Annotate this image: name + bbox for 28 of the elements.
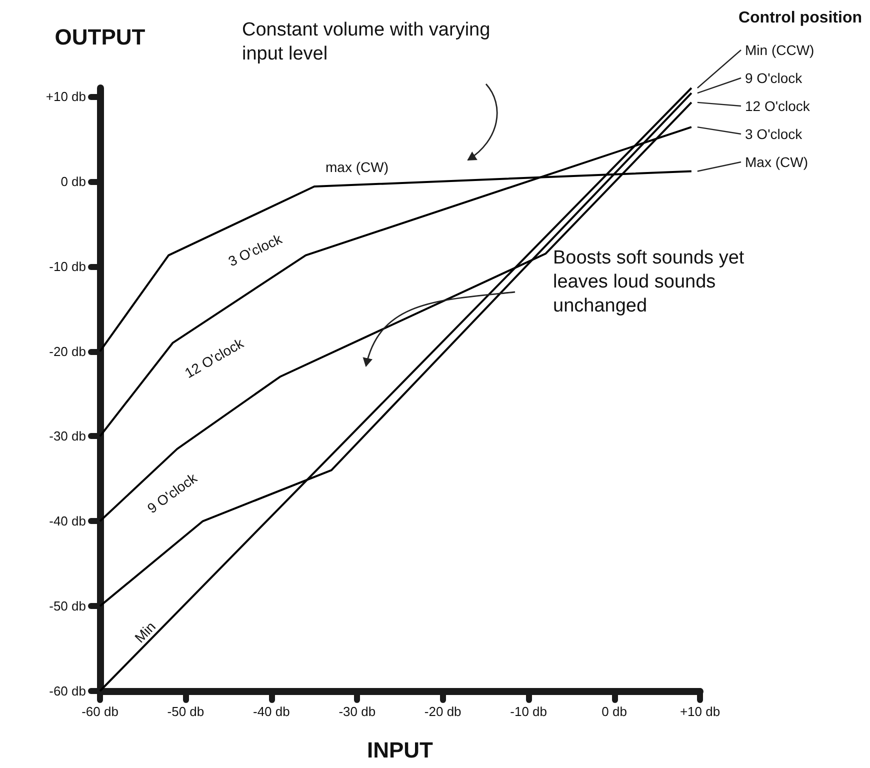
x-tick-label: 0 db [602,704,627,719]
y-axis-title: OUTPUT [54,24,146,50]
y-tick-label: -20 db [49,344,86,359]
annotation: Min [131,618,159,646]
y-tick-label: +10 db [46,88,86,104]
text: Min (CCW) [745,42,814,58]
legend-title: Control position [738,10,862,26]
text: 3 O'clock [745,126,804,142]
text: 12 O'clock [745,98,811,114]
annotation: max (CW) [326,159,388,175]
y-tick-label: -10 db [49,258,86,274]
x-tick-label: +10 db [680,704,720,719]
x-tick-label: -20 db [424,704,462,719]
y-tick-label: -50 db [49,598,86,614]
y-tick-label: 0 db [60,174,86,189]
x-axis-title: INPUT [367,738,434,762]
text: Max (CW) [745,154,808,170]
text: 9 O'clock [745,70,804,86]
y-tick-label: -40 db [49,514,86,529]
x-tick-label: -50 db [167,704,204,719]
x-tick-label: -10 db [510,704,548,719]
x-tick-label: -60 db [82,704,118,719]
y-tick-label: -60 db [49,684,86,698]
x-tick-label: -30 db [338,704,376,719]
y-tick-label: -30 db [49,428,86,444]
text: Constant volume with varying input level [242,20,496,64]
x-tick-label: -40 db [252,704,290,719]
annotation: Boosts soft sounds yet leaves loud sounds unchanged [553,248,750,316]
